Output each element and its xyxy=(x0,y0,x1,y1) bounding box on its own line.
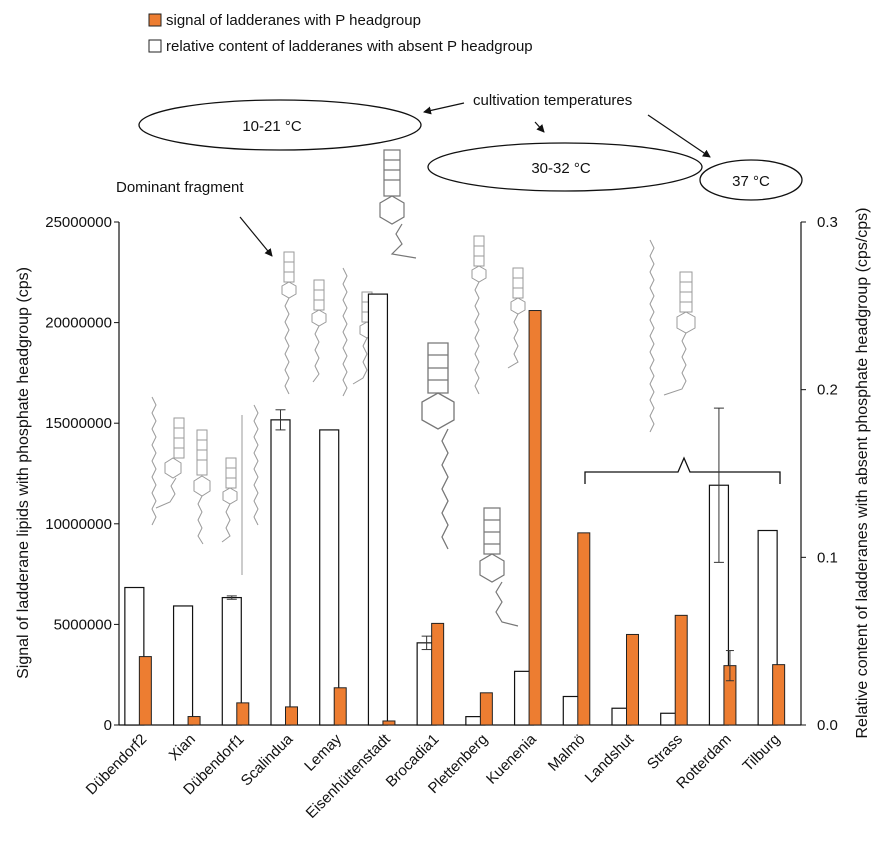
category-label: Malmö xyxy=(545,731,589,775)
category-label: Eisenhüttenstadt xyxy=(303,730,395,822)
molecule-structure-3 xyxy=(221,404,259,575)
temperature-annotations: 10-21 °C 30-32 °C 37 °C cultivation temp… xyxy=(116,92,803,257)
molecule-structure-10 xyxy=(649,239,696,433)
bar-absent-p xyxy=(172,605,194,726)
dominant-fragment-arrow xyxy=(239,216,273,257)
bar-p-headgroup xyxy=(479,692,493,726)
temperature-ellipse-mid xyxy=(427,142,703,192)
molecule-structure-6 xyxy=(379,149,417,259)
legend-label-absent-p: relative content of ladderanes with abse… xyxy=(166,38,533,55)
legend-swatch-absent-p xyxy=(148,39,162,53)
bar-absent-p xyxy=(367,293,389,726)
cultivation-temperatures-label: cultivation temperatures xyxy=(473,92,632,109)
arrow-to-mid xyxy=(534,121,545,133)
bar-p-headgroup xyxy=(333,687,347,726)
bar-p-headgroup xyxy=(285,706,298,726)
temperature-ellipse-high xyxy=(699,159,803,201)
left-axis-tick-label: 20000000 xyxy=(45,315,112,332)
bar-p-headgroup xyxy=(382,720,396,726)
right-axis-tick-label: 0.2 xyxy=(817,382,838,399)
bar-p-headgroup xyxy=(626,633,639,726)
category-label: Kuenenia xyxy=(483,730,540,787)
bars xyxy=(124,293,786,726)
bar-p-headgroup xyxy=(528,310,542,726)
y-axis-title-left: Signal of ladderane lipids with phosphat… xyxy=(15,267,32,679)
legend-label-p-headgroup: signal of ladderanes with P headgroup xyxy=(166,12,421,29)
right-axis-tick-label: 0.3 xyxy=(817,214,838,231)
right-axis-tick-label: 0.0 xyxy=(817,717,838,734)
arrow-to-high xyxy=(647,114,711,158)
left-axis-tick-label: 25000000 xyxy=(45,214,112,231)
temperature-label-mid: 30-32 °C xyxy=(531,160,591,177)
left-axis-tick-label: 0 xyxy=(104,717,112,734)
legend: signal of ladderanes with P headgroup re… xyxy=(148,12,533,55)
right-axis-tick-label: 0.1 xyxy=(817,549,838,566)
category-label: Dübendorf2 xyxy=(83,731,150,798)
group-bracket xyxy=(584,456,781,484)
bar-p-headgroup xyxy=(577,532,591,726)
category-label: Xian xyxy=(166,731,199,764)
category-label: Lemay xyxy=(301,730,345,774)
temperature-ellipse-low xyxy=(138,99,422,151)
temperature-label-low: 10-21 °C xyxy=(242,118,302,135)
arrow-to-low xyxy=(423,102,465,115)
bar-p-headgroup xyxy=(138,656,152,726)
molecule-structure-8 xyxy=(471,235,526,395)
right-axis-ticks: 0.0 0.1 0.2 0.3 xyxy=(801,214,838,734)
left-axis-tick-label: 15000000 xyxy=(45,415,112,432)
molecule-structure-1 xyxy=(151,396,185,526)
bar-p-headgroup xyxy=(772,664,786,726)
y-axis-title-right: Relative content of ladderanes with abse… xyxy=(854,207,871,738)
molecule-structures xyxy=(151,149,696,627)
bar-p-headgroup xyxy=(431,622,445,726)
category-label: Tilburg xyxy=(739,731,783,775)
bar-p-headgroup xyxy=(236,702,250,726)
temperature-label-high: 37 °C xyxy=(732,173,770,190)
category-label: Scalindua xyxy=(238,730,297,789)
molecule-structure-4 xyxy=(281,251,327,395)
molecule-structure-7 xyxy=(421,342,455,550)
bar-p-headgroup xyxy=(674,614,688,726)
bar-p-headgroup xyxy=(187,716,201,726)
molecule-structure-9 xyxy=(479,507,519,627)
left-axis-tick-label: 5000000 xyxy=(54,616,112,633)
left-axis-tick-label: 10000000 xyxy=(45,516,112,533)
left-axis-ticks: 0 5000000 10000000 15000000 20000000 25000000 xyxy=(45,214,119,734)
legend-swatch-p-headgroup xyxy=(148,13,162,27)
molecule-structure-2 xyxy=(193,429,211,545)
bar-absent-p xyxy=(319,429,340,726)
dominant-fragment-label: Dominant fragment xyxy=(116,179,244,196)
category-label: Landshut xyxy=(582,730,638,786)
category-label: Strass xyxy=(644,731,686,773)
bar-absent-p xyxy=(270,419,291,726)
